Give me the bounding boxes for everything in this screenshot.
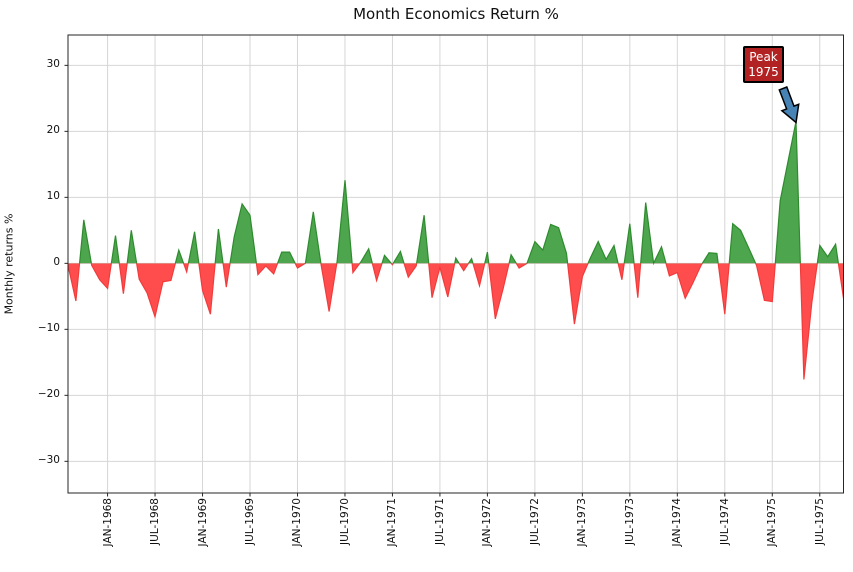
- annotation-box: Peak 1975: [743, 46, 784, 83]
- x-tick-label: JUL-1974: [718, 497, 731, 545]
- y-tick-label: 30: [46, 58, 60, 71]
- annotation-arrow: [778, 86, 800, 124]
- y-tick-label: −10: [37, 322, 60, 335]
- x-tick-label: JUL-1972: [528, 497, 541, 545]
- x-tick-label: JAN-1975: [766, 497, 779, 546]
- x-tick-label: JAN-1972: [481, 497, 494, 546]
- x-tick-label: JAN-1969: [196, 497, 209, 546]
- y-tick-label: 10: [46, 190, 60, 203]
- area-positive: [68, 121, 844, 264]
- x-tick-label: JUL-1975: [813, 497, 826, 545]
- x-tick-label: JUL-1971: [433, 497, 446, 545]
- x-tick-label: JAN-1973: [576, 497, 589, 546]
- y-tick-label: 0: [53, 256, 60, 269]
- y-tick-label: −30: [37, 454, 60, 467]
- line-positive: [78, 121, 840, 264]
- x-tick-label: JUL-1969: [244, 497, 256, 545]
- x-tick-label: JAN-1970: [291, 497, 304, 546]
- y-tick-label: −20: [37, 388, 60, 401]
- y-axis-label: Monthly returns %: [2, 213, 16, 315]
- plot-border: [67, 34, 844, 494]
- line-negative: [68, 263, 844, 380]
- tick-marks: [64, 64, 821, 497]
- area-negative: [68, 263, 844, 380]
- x-tick-label: JUL-1973: [623, 497, 636, 545]
- x-tick-label: JUL-1970: [338, 497, 351, 545]
- x-tick-label: JAN-1971: [386, 497, 399, 546]
- chart-title: Month Economics Return %: [353, 5, 559, 23]
- x-tick-label: JAN-1974: [671, 497, 684, 546]
- x-tick-label: JAN-1968: [101, 497, 114, 546]
- x-tick-label: JUL-1968: [149, 497, 162, 545]
- y-tick-label: 20: [46, 124, 60, 137]
- annotation-text-line2: 1975: [748, 64, 779, 79]
- annotation-text-line1: Peak: [749, 49, 778, 64]
